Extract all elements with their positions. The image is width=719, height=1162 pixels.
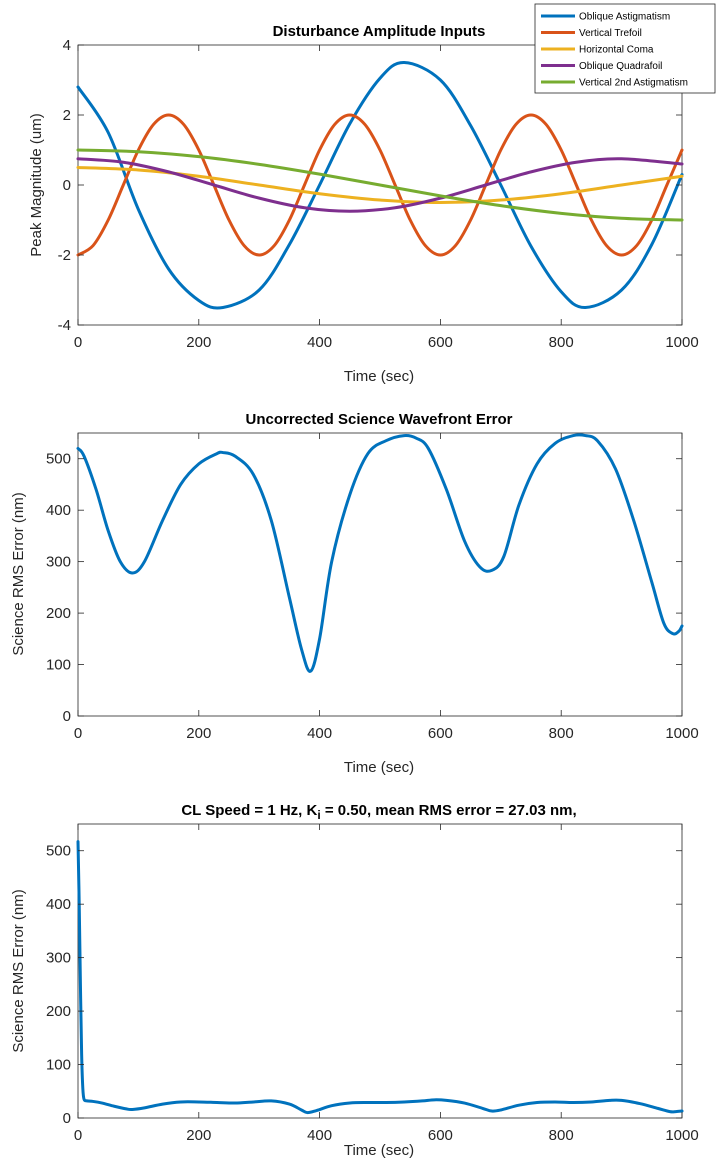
y-tick-label: 0 [63,708,71,725]
legend-label: Oblique Quadrafoil [579,61,662,72]
x-axis-label: Time (sec) [344,368,414,385]
y-tick-label: 200 [46,605,71,622]
series-line-vertical-2nd-astigmatism [76,148,684,222]
series-line [76,840,684,1115]
y-tick-label: 2 [63,107,71,124]
title-suffix: = 0.50, mean RMS error = 27.03 nm, [321,802,577,819]
x-tick-label: 0 [74,725,82,742]
y-tick-label: 400 [46,896,71,913]
x-tick-label: 800 [549,725,574,742]
y-tick-label: -4 [58,317,71,334]
title-prefix: CL Speed = 1 Hz, K [181,802,317,819]
y-tick-label: 500 [46,451,71,468]
x-tick-label: 200 [186,725,211,742]
legend-label: Oblique Astigmatism [579,12,670,23]
y-tick-label: 4 [63,37,71,54]
y-axis-label: Science RMS Error (nm) [10,492,27,655]
y-tick-label: 300 [46,554,71,571]
x-tick-label: 600 [428,1127,453,1144]
y-tick-label: 100 [46,657,71,674]
x-tick-label: 200 [186,1127,211,1144]
x-axis-label: Time (sec) [344,759,414,776]
plot-marks [76,60,684,310]
y-tick-label: 500 [46,843,71,860]
x-tick-label: 1000 [665,725,698,742]
plot-area [77,823,683,1119]
y-tick-label: -2 [58,247,71,264]
legend-label: Vertical Trefoil [579,28,642,39]
tick-labels: 0 200 400 600 800 1000 0 100 200 300 400 500 [46,433,699,742]
chart-title: Uncorrected Science Wavefront Error [245,411,512,428]
x-tick-label: 400 [307,1127,332,1144]
title-subscript: i [317,808,320,822]
x-tick-label: 600 [428,334,453,351]
panel-closed-loop-error: CL Speed = 1 Hz, Ki = 0.50, mean RMS err… [10,802,699,1159]
plot-area [77,432,683,717]
x-tick-label: 200 [186,334,211,351]
y-axis-label: Science RMS Error (nm) [10,889,27,1052]
panel-uncorrected-error: Uncorrected Science Wavefront Error 0 200… [10,411,699,776]
legend-label: Vertical 2nd Astigmatism [579,78,688,89]
y-tick-label: 100 [46,1057,71,1074]
legend: Oblique Astigmatism Vertical Trefoil Horiz… [534,3,716,94]
series-line [76,433,684,673]
x-tick-label: 600 [428,725,453,742]
x-tick-label: 1000 [665,334,698,351]
series-line-oblique-quadrafoil [76,157,684,213]
tick-labels: 0 200 400 600 800 1000 -4 -2 0 2 4 [58,37,699,351]
x-tick-label: 0 [74,334,82,351]
plot-marks [76,433,684,673]
y-tick-label: 0 [63,1110,71,1127]
legend-label: Horizontal Coma [579,45,654,56]
x-tick-label: 0 [74,1127,82,1144]
x-tick-label: 800 [549,334,574,351]
x-tick-label: 1000 [665,1127,698,1144]
series-line-vertical-trefoil [76,113,684,257]
x-tick-label: 400 [307,725,332,742]
y-axis-label: Peak Magnitude (um) [28,113,45,256]
chart-title: Disturbance Amplitude Inputs [273,23,486,40]
x-tick-label: 400 [307,334,332,351]
plot-marks [76,840,684,1115]
y-tick-label: 400 [46,502,71,519]
y-tick-label: 0 [63,177,71,194]
y-tick-label: 200 [46,1003,71,1020]
tick-labels: 0 200 400 600 800 1000 0 100 200 300 400 500 [46,824,699,1144]
x-tick-label: 800 [549,1127,574,1144]
x-axis-label: Time (sec) [344,1142,414,1159]
series-line-oblique-astigmatism [76,60,684,310]
chart-title: CL Speed = 1 Hz, Ki = 0.50, mean RMS err… [181,802,576,822]
panel-disturbance-inputs: Disturbance Amplitude Inputs 0 200 400 600 8… [28,3,716,385]
y-tick-label: 300 [46,950,71,967]
